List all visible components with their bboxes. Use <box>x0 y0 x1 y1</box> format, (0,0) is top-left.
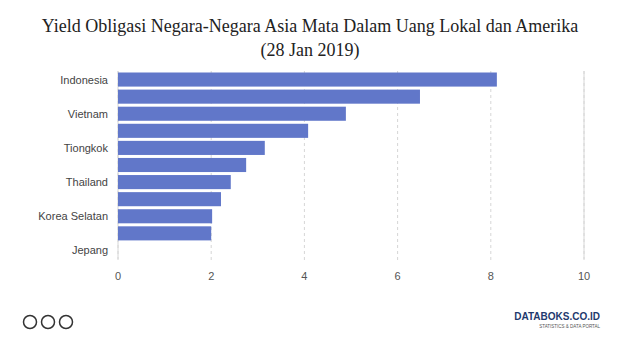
category-label: Korea Selatan <box>38 210 108 222</box>
bar <box>118 107 346 121</box>
license-icon <box>60 316 73 329</box>
bar <box>118 141 265 155</box>
category-label: Thailand <box>66 176 108 188</box>
category-label: Indonesia <box>60 74 109 86</box>
bars <box>118 73 497 241</box>
tick-label: 8 <box>488 270 494 282</box>
bar <box>118 124 308 138</box>
tick-label: 2 <box>208 270 214 282</box>
grid-line <box>584 71 585 263</box>
tick-label: 6 <box>395 270 401 282</box>
brand: DATABOKS.CO.ID <box>514 311 600 322</box>
license-icon <box>42 316 55 329</box>
tick-label: 0 <box>115 270 121 282</box>
bar <box>118 226 211 240</box>
chart: Yield Obligasi Negara-Negara Asia Mata D… <box>0 0 620 348</box>
axis-line <box>584 71 585 259</box>
brand-tagline: STATISTICS & DATA PORTAL <box>539 324 600 329</box>
category-label: Jepang <box>72 244 108 256</box>
grid-line <box>490 71 491 263</box>
bar <box>118 90 420 104</box>
bar <box>118 158 246 172</box>
bar <box>118 209 212 223</box>
subtitle: (28 Jan 2019) <box>261 40 360 61</box>
category-label: Tiongkok <box>64 142 109 154</box>
tick-label: 4 <box>301 270 307 282</box>
category-label: Vietnam <box>68 108 108 120</box>
bar <box>118 73 497 87</box>
title: Yield Obligasi Negara-Negara Asia Mata D… <box>42 16 578 36</box>
license-icon <box>24 316 37 329</box>
tick-label: 10 <box>578 270 590 282</box>
bar <box>118 243 119 257</box>
bar <box>118 192 221 206</box>
bar <box>118 175 231 189</box>
